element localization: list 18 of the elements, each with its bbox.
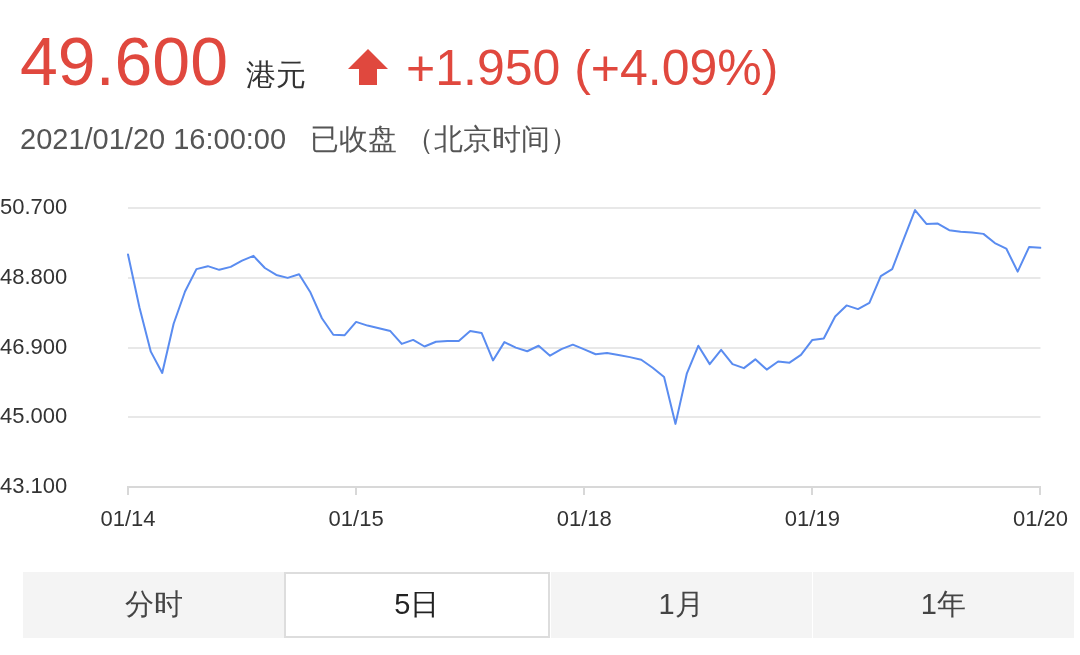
x-tick-label: 01/14	[100, 506, 156, 532]
x-tick-label: 01/15	[328, 506, 384, 532]
chart-subtitle: 2021/01/20 16:00:00 已收盘 （北京时间）	[20, 122, 580, 157]
x-tick-label: 01/18	[556, 506, 612, 532]
y-tick-label: 46.900	[0, 333, 68, 359]
y-tick-label: 45.000	[0, 403, 68, 429]
x-tick-label: 01/19	[784, 506, 840, 532]
text: 港元	[245, 57, 306, 93]
text: 分时	[22, 572, 285, 638]
text: +1.950 (+4.09%)	[405, 39, 779, 97]
text: 1月	[549, 572, 812, 638]
text: 5日	[284, 572, 550, 638]
y-tick-label: 43.100	[0, 473, 68, 499]
y-tick-label: 48.800	[0, 263, 68, 289]
x-tick-label: 01/20	[1012, 506, 1068, 532]
y-tick-label: 50.700	[0, 194, 68, 220]
chart-title: 49.600	[20, 22, 228, 100]
text: 1年	[811, 572, 1074, 638]
